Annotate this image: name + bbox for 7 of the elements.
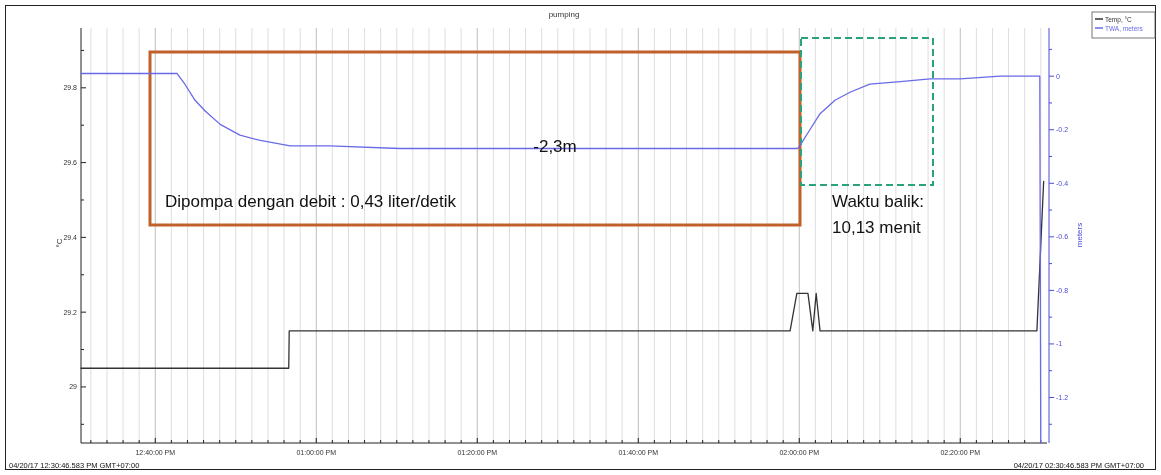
annotation: Dipompa dengan debit : 0,43 liter/detik — [165, 192, 457, 211]
y2-axis-title: meters — [1075, 222, 1084, 248]
line-series — [80, 180, 1045, 369]
y-axis-title: °C — [55, 238, 64, 248]
line-series — [80, 72, 1042, 444]
annotation: Waktu balik: 10,13 menit — [832, 192, 924, 238]
chart-title: pumping — [548, 10, 580, 19]
